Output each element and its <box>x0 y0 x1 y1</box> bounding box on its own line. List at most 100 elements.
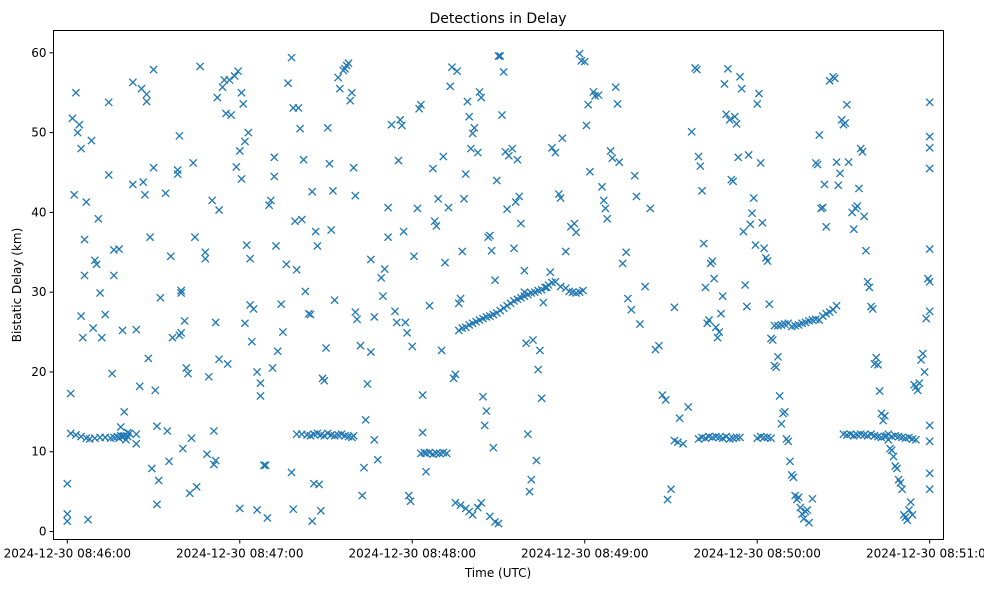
data-point <box>503 301 512 310</box>
data-point <box>860 212 869 221</box>
x-axis-label: Time (UTC) <box>464 566 531 580</box>
data-point <box>237 174 246 183</box>
data-point <box>858 147 867 156</box>
data-point <box>223 359 232 369</box>
data-point <box>803 505 812 515</box>
data-point <box>94 214 103 223</box>
data-point <box>373 455 382 464</box>
data-point <box>335 84 344 93</box>
data-point <box>108 369 117 378</box>
data-point <box>149 65 158 74</box>
data-point <box>408 342 417 351</box>
data-point <box>528 335 538 345</box>
data-point <box>523 430 532 439</box>
data-markers <box>63 49 934 528</box>
data-point <box>192 482 201 491</box>
y-tick-label-0: 0 <box>39 525 47 539</box>
data-point <box>796 503 805 512</box>
data-point <box>684 403 693 412</box>
data-point <box>825 308 834 317</box>
data-point <box>765 300 774 309</box>
data-point <box>711 323 720 332</box>
data-point <box>370 435 379 444</box>
data-point <box>208 196 217 205</box>
chart-title: Detections in Delay <box>429 11 566 27</box>
data-point <box>320 376 329 385</box>
data-point <box>760 244 769 253</box>
data-point <box>366 347 375 357</box>
data-point <box>611 83 620 92</box>
data-point <box>570 219 579 228</box>
data-point <box>70 190 79 199</box>
data-point <box>297 215 306 224</box>
data-point <box>925 164 934 173</box>
data-point <box>149 163 158 172</box>
data-point <box>789 473 798 482</box>
data-point <box>480 421 489 430</box>
data-point <box>152 422 162 431</box>
data-point <box>87 136 96 145</box>
data-point <box>287 468 296 477</box>
data-point <box>799 514 808 523</box>
data-point <box>151 386 160 395</box>
data-point <box>118 326 127 335</box>
data-point <box>896 478 905 487</box>
data-point <box>165 457 174 466</box>
data-point <box>213 93 222 102</box>
data-point <box>746 220 755 229</box>
data-point <box>849 225 858 234</box>
data-point <box>904 505 914 515</box>
data-point <box>735 72 745 81</box>
data-point <box>109 271 118 280</box>
data-point <box>820 180 829 189</box>
data-point <box>80 235 89 244</box>
data-point <box>266 196 275 205</box>
data-point <box>710 274 719 283</box>
data-point <box>156 293 165 302</box>
data-point <box>723 64 732 73</box>
data-point <box>880 411 889 420</box>
data-point <box>114 245 124 254</box>
data-point <box>694 152 703 161</box>
data-point <box>256 379 265 388</box>
data-point <box>196 62 205 71</box>
data-point <box>454 299 463 308</box>
data-point <box>725 115 734 124</box>
data-point <box>282 260 291 269</box>
data-point <box>732 119 741 128</box>
x-tick-label-4: 2024-12-30 08:50:00 <box>693 547 820 561</box>
data-point <box>442 449 451 458</box>
data-point <box>230 71 239 81</box>
y-axis: 0 10 20 30 40 50 60 <box>31 46 54 539</box>
data-point <box>301 287 310 296</box>
data-point <box>334 73 343 82</box>
data-point <box>82 197 91 207</box>
data-point <box>918 349 927 358</box>
data-point <box>537 394 546 403</box>
data-point <box>77 432 86 441</box>
data-point <box>142 97 151 106</box>
data-point <box>242 241 251 250</box>
data-point <box>478 392 488 401</box>
data-point <box>603 214 612 223</box>
data-point <box>182 363 191 373</box>
data-point <box>294 103 303 112</box>
y-axis-label: Bistatic Delay (km) <box>10 228 24 343</box>
data-point <box>468 129 477 138</box>
data-point <box>247 337 256 346</box>
data-point <box>465 112 474 121</box>
data-point <box>511 197 520 207</box>
data-point <box>816 204 826 213</box>
data-point <box>178 444 187 453</box>
plot-area-frame <box>53 30 944 540</box>
data-point <box>313 241 322 250</box>
data-point <box>627 305 636 314</box>
data-point <box>404 491 413 500</box>
data-point <box>473 503 482 512</box>
data-point <box>451 370 460 379</box>
data-point <box>246 254 255 263</box>
data-point <box>384 233 393 242</box>
data-point <box>453 67 462 76</box>
data-point <box>906 497 915 507</box>
